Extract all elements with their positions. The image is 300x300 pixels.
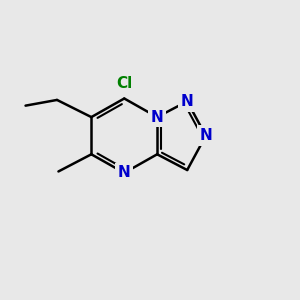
Text: N: N (118, 165, 130, 180)
Text: N: N (181, 94, 194, 109)
Text: N: N (200, 128, 212, 143)
Text: N: N (151, 110, 164, 124)
Text: Cl: Cl (116, 76, 132, 91)
